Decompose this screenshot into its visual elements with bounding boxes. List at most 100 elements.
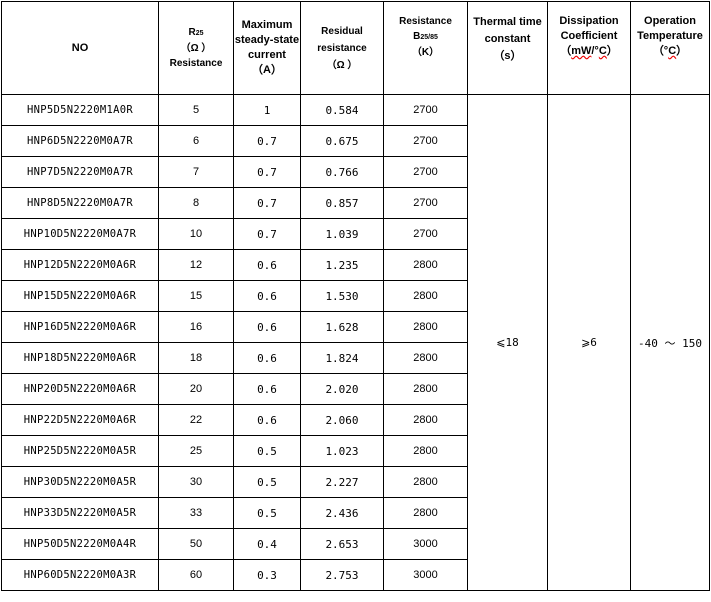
cell-residual: 2.653	[300, 528, 384, 560]
table-row: HNP20D5N2220M0A6R 20 0.6 2.020 2800	[1, 373, 710, 405]
table-row: HNP5D5N2220M1A0R 5 1 0.584 2700 ⩽18 ⩾6 -40 ～ 15…	[1, 94, 710, 591]
cell-part-number: HNP60D5N2220M0A3R	[1, 559, 159, 591]
cell-current: 0.6	[233, 404, 301, 436]
cell-residual: 0.675	[300, 125, 384, 157]
cell-current: 0.5	[233, 435, 301, 467]
cell-part-number: HNP33D5N2220M0A5R	[1, 497, 159, 529]
cell-r25: 6	[158, 125, 234, 157]
cell-part-number: HNP18D5N2220M0A6R	[1, 342, 159, 374]
cell-b-value: 2800	[383, 342, 468, 374]
cell-part-number: HNP22D5N2220M0A6R	[1, 404, 159, 436]
cell-current: 0.6	[233, 373, 301, 405]
cell-part-number: HNP7D5N2220M0A7R	[1, 156, 159, 188]
cell-r25: 10	[158, 218, 234, 250]
cell-r25: 18	[158, 342, 234, 374]
header-thermal: Thermal time constant （s）	[467, 1, 548, 95]
header-no: NO	[1, 1, 159, 95]
cell-residual: 2.020	[300, 373, 384, 405]
header-b-value: Resistance B25/85 （K）	[383, 1, 468, 95]
cell-residual: 1.628	[300, 311, 384, 343]
cell-r25: 33	[158, 497, 234, 529]
cell-residual: 0.766	[300, 156, 384, 188]
cell-residual: 2.060	[300, 404, 384, 436]
table-row: HNP60D5N2220M0A3R 60 0.3 2.753 3000	[1, 559, 710, 591]
cell-b-value: 2800	[383, 373, 468, 405]
cell-residual: 2.436	[300, 497, 384, 529]
cell-residual: 1.023	[300, 435, 384, 467]
cell-r25: 16	[158, 311, 234, 343]
cell-current: 0.6	[233, 249, 301, 281]
cell-b-value: 2800	[383, 404, 468, 436]
cell-r25: 8	[158, 187, 234, 219]
cell-r25: 60	[158, 559, 234, 591]
cell-b-value: 2700	[383, 187, 468, 219]
header-dissipation: Dissipation Coefficient （mW/°C）	[547, 1, 631, 95]
cell-part-number: HNP12D5N2220M0A6R	[1, 249, 159, 281]
cell-r25: 50	[158, 528, 234, 560]
table-row: HNP33D5N2220M0A5R 33 0.5 2.436 2800	[1, 497, 710, 529]
table-row: HNP6D5N2220M0A7R 6 0.7 0.675 2700	[1, 125, 710, 157]
cell-current: 0.6	[233, 280, 301, 312]
cell-part-number: HNP5D5N2220M1A0R	[1, 94, 159, 126]
cell-part-number: HNP20D5N2220M0A6R	[1, 373, 159, 405]
cell-residual: 2.227	[300, 466, 384, 498]
header-r25: R25 （Ω ） Resistance	[158, 1, 234, 95]
cell-current: 0.6	[233, 342, 301, 374]
cell-current: 0.7	[233, 156, 301, 188]
cell-r25: 12	[158, 249, 234, 281]
cell-part-number: HNP15D5N2220M0A6R	[1, 280, 159, 312]
cell-residual: 1.530	[300, 280, 384, 312]
cell-residual: 2.753	[300, 559, 384, 591]
table-row: HNP10D5N2220M0A7R 10 0.7 1.039 2700	[1, 218, 710, 250]
table-row: HNP30D5N2220M0A5R 30 0.5 2.227 2800	[1, 466, 710, 498]
cell-r25: 5	[158, 94, 234, 126]
cell-residual: 0.857	[300, 187, 384, 219]
cell-temperature: -40 ～ 150	[630, 94, 710, 591]
table-row: HNP18D5N2220M0A6R 18 0.6 1.824 2800	[1, 342, 710, 374]
cell-part-number: HNP10D5N2220M0A7R	[1, 218, 159, 250]
cell-thermal-constant: ⩽18	[467, 94, 548, 591]
table-row: HNP25D5N2220M0A5R 25 0.5 1.023 2800	[1, 435, 710, 467]
cell-b-value: 2800	[383, 497, 468, 529]
cell-b-value: 2800	[383, 466, 468, 498]
cell-r25: 25	[158, 435, 234, 467]
cell-b-value: 2700	[383, 156, 468, 188]
cell-current: 0.7	[233, 187, 301, 219]
cell-b-value: 2800	[383, 435, 468, 467]
cell-part-number: HNP25D5N2220M0A5R	[1, 435, 159, 467]
header-current: Maximum steady-state current （A）	[233, 1, 301, 95]
table-row: HNP16D5N2220M0A6R 16 0.6 1.628 2800	[1, 311, 710, 343]
cell-part-number: HNP16D5N2220M0A6R	[1, 311, 159, 343]
cell-r25: 7	[158, 156, 234, 188]
cell-residual: 0.584	[300, 94, 384, 126]
cell-dissipation: ⩾6	[547, 94, 631, 591]
cell-b-value: 2700	[383, 125, 468, 157]
cell-b-value: 3000	[383, 528, 468, 560]
cell-part-number: HNP50D5N2220M0A4R	[1, 528, 159, 560]
table-row: HNP7D5N2220M0A7R 7 0.7 0.766 2700	[1, 156, 710, 188]
cell-b-value: 3000	[383, 559, 468, 591]
cell-current: 1	[233, 94, 301, 126]
cell-current: 0.4	[233, 528, 301, 560]
cell-b-value: 2800	[383, 280, 468, 312]
cell-b-value: 2800	[383, 311, 468, 343]
cell-b-value: 2700	[383, 94, 468, 126]
cell-current: 0.3	[233, 559, 301, 591]
cell-b-value: 2700	[383, 218, 468, 250]
cell-r25: 22	[158, 404, 234, 436]
cell-part-number: HNP30D5N2220M0A5R	[1, 466, 159, 498]
cell-current: 0.6	[233, 311, 301, 343]
cell-current: 0.5	[233, 497, 301, 529]
cell-current: 0.5	[233, 466, 301, 498]
header-row: NO R25 （Ω ） Resistance Maximum steady-state…	[1, 1, 710, 95]
cell-residual: 1.039	[300, 218, 384, 250]
cell-r25: 20	[158, 373, 234, 405]
spec-table: NO R25 （Ω ） Resistance Maximum steady-state…	[1, 1, 710, 591]
cell-r25: 15	[158, 280, 234, 312]
cell-residual: 1.235	[300, 249, 384, 281]
cell-b-value: 2800	[383, 249, 468, 281]
cell-part-number: HNP6D5N2220M0A7R	[1, 125, 159, 157]
table-row: HNP8D5N2220M0A7R 8 0.7 0.857 2700	[1, 187, 710, 219]
cell-residual: 1.824	[300, 342, 384, 374]
header-residual: Residual resistance （Ω ）	[300, 1, 384, 95]
